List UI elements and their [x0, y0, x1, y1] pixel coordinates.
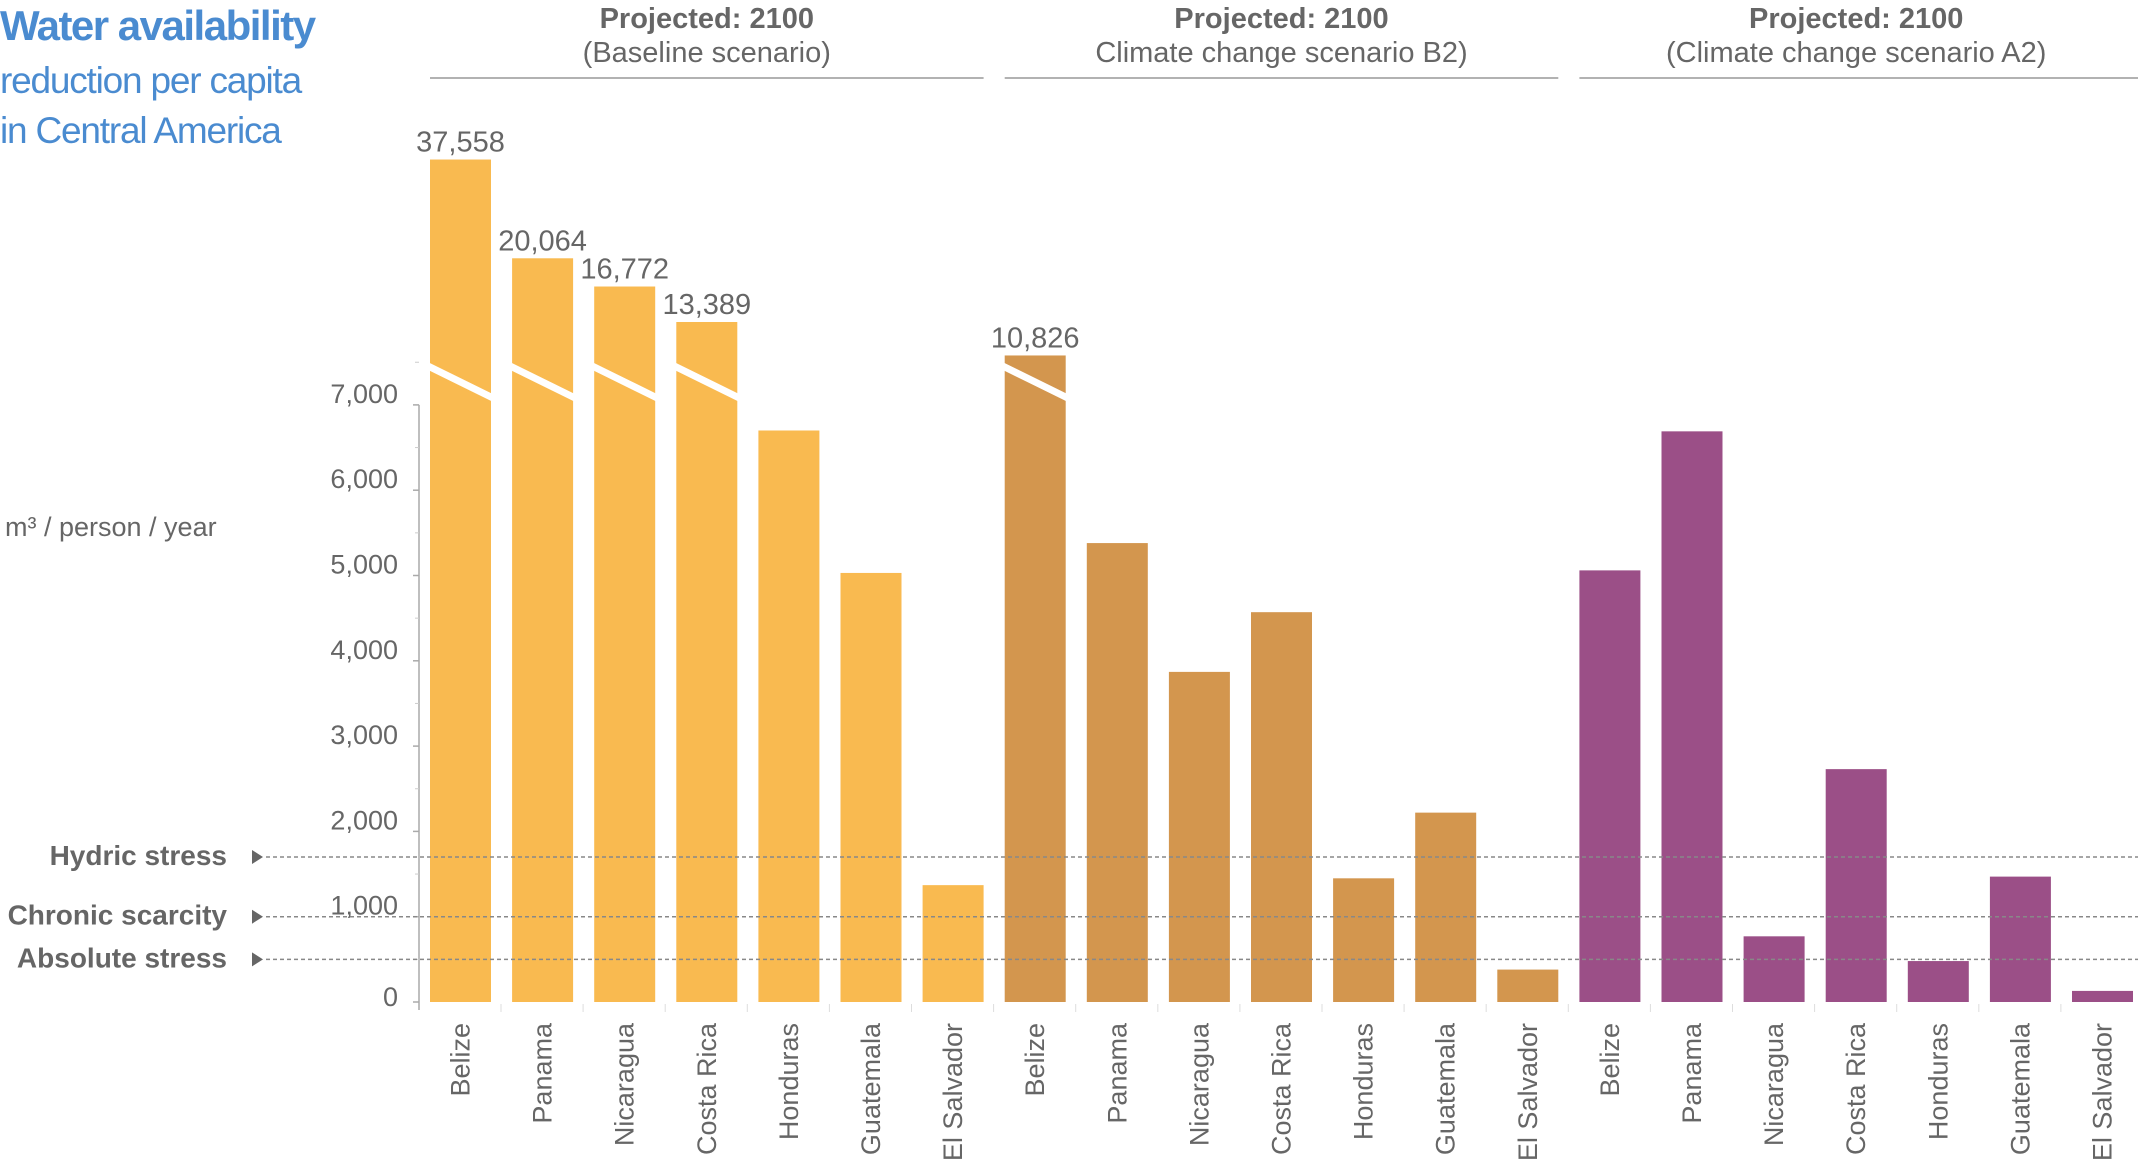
x-category-label: Honduras: [774, 1023, 804, 1140]
y-axis-label: m³ / person / year: [5, 512, 217, 542]
x-category-label: Costa Rica: [1267, 1022, 1297, 1155]
group-subtitle: (Baseline scenario): [583, 37, 831, 69]
bar-1-0: [1004, 355, 1066, 1003]
y-tick-label: 4,000: [330, 635, 398, 665]
x-category-label: Panama: [1102, 1022, 1132, 1124]
group-title: Projected: 2100: [1749, 3, 1963, 35]
x-category-label: Nicaragua: [610, 1022, 640, 1146]
x-category-label: El Salvador: [1513, 1023, 1543, 1160]
chart-subtitle-line-2: in Central America: [0, 110, 282, 151]
x-category-label: Guatemala: [1431, 1022, 1461, 1155]
y-tick-label: 7,000: [330, 379, 398, 409]
y-tick-label: 0: [383, 982, 398, 1012]
bar-1-5: [1415, 812, 1477, 1002]
x-category-label: Costa Rica: [1841, 1022, 1871, 1155]
x-category-label: Belize: [1020, 1023, 1050, 1097]
y-tick-label: 1,000: [330, 891, 398, 921]
bar-2-2: [1743, 936, 1805, 1002]
bar-1-2: [1168, 671, 1230, 1002]
x-category-label: Honduras: [1349, 1023, 1379, 1140]
x-category-label: Honduras: [1923, 1023, 1953, 1140]
group-subtitle: Climate change scenario B2): [1095, 37, 1467, 69]
group-title: Projected: 2100: [600, 3, 814, 35]
bar-0-5: [840, 572, 902, 1002]
axis-break-mark: [508, 362, 577, 402]
bar-0-6: [922, 885, 984, 1002]
bar-0-3: [676, 321, 738, 1002]
threshold-label: Hydric stress: [50, 840, 227, 871]
bar-1-3: [1251, 612, 1312, 1002]
bar-0-4: [758, 430, 820, 1002]
bar-1-1: [1086, 543, 1148, 1002]
axis-break-mark: [426, 362, 495, 402]
bar-1-6: [1497, 969, 1559, 1002]
x-category-label: El Salvador: [2088, 1023, 2118, 1160]
x-category-label: El Salvador: [938, 1023, 968, 1160]
bar-2-1: [1661, 431, 1723, 1002]
x-category-label: Guatemala: [2005, 1022, 2035, 1155]
threshold-label: Absolute stress: [17, 942, 227, 973]
x-category-label: Costa Rica: [692, 1022, 722, 1155]
x-category-label: Belize: [446, 1023, 476, 1097]
y-tick-label: 6,000: [330, 464, 398, 494]
bar-2-6: [2072, 990, 2133, 1002]
x-category-label: Nicaragua: [1759, 1022, 1789, 1146]
bar-0-0: [430, 159, 491, 1003]
x-category-label: Guatemala: [856, 1022, 886, 1155]
bar-2-4: [1907, 961, 1969, 1002]
group-subtitle: (Climate change scenario A2): [1666, 37, 2046, 69]
threshold-arrow-icon: [252, 909, 263, 924]
bar-2-3: [1825, 769, 1887, 1002]
y-tick-label: 3,000: [330, 720, 398, 750]
threshold-arrow-icon: [252, 952, 263, 967]
group-title: Projected: 2100: [1174, 3, 1388, 35]
threshold-label: Chronic scarcity: [8, 900, 228, 931]
bar-2-5: [1989, 876, 2051, 1002]
axis-break-mark: [1001, 362, 1070, 402]
chart-title: Water availability: [0, 2, 316, 49]
bar-value-label: 13,389: [662, 289, 751, 321]
threshold-arrow-icon: [252, 849, 263, 864]
bar-1-4: [1333, 878, 1395, 1002]
x-category-label: Belize: [1595, 1023, 1625, 1097]
y-tick-label: 5,000: [330, 550, 398, 580]
chart-subtitle-line-1: reduction per capita: [0, 60, 302, 101]
bar-2-0: [1579, 570, 1641, 1002]
axis-break-mark: [672, 362, 741, 402]
x-category-label: Nicaragua: [1184, 1022, 1214, 1146]
bar-value-label: 20,064: [498, 225, 587, 257]
axis-break-mark: [590, 362, 659, 402]
bar-value-label: 10,826: [991, 322, 1080, 354]
bar-0-2: [594, 286, 656, 1002]
x-category-label: Panama: [528, 1022, 558, 1124]
x-category-label: Panama: [1677, 1022, 1707, 1124]
y-tick-label: 2,000: [330, 805, 398, 835]
bar-value-label: 16,772: [580, 254, 669, 286]
bar-value-label: 37,558: [416, 127, 505, 159]
